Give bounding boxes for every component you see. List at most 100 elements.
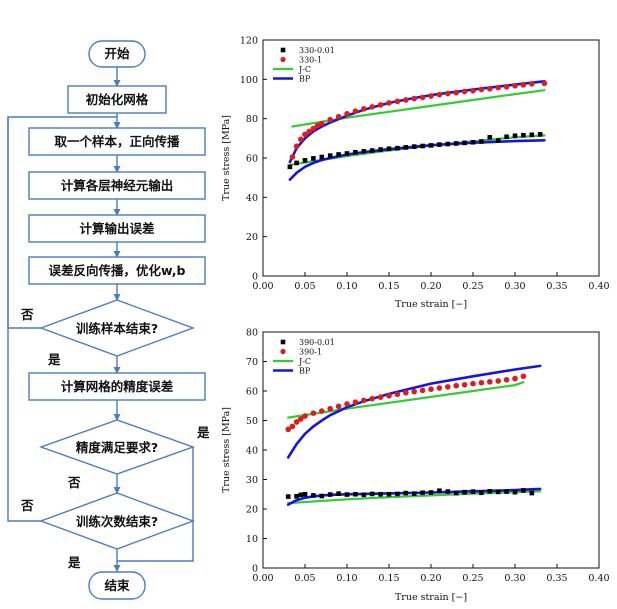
data-point-390-0.01 [336,491,341,496]
x-axis-ticks: 0.00 0.05 0.10 0.15 0.20 0.25 0.30 0.35 0.40 [252,564,610,584]
data-series [287,79,548,181]
data-point-330-0.01 [512,133,518,139]
precision-decision [38,419,196,475]
x-tick-label: 0.40 [588,573,609,584]
data-point-390-1 [512,375,518,382]
data-point-330-0.01 [395,145,400,151]
y-tick-label: 20 [246,232,258,243]
data-point-390-0.01 [285,494,291,499]
data-point-330-0.01 [344,151,350,156]
data-point-330-0.01 [336,152,341,157]
legend-label: J-C [298,65,311,74]
data-point-330-1 [310,125,317,132]
data-point-330-0.01 [495,138,501,143]
iterations-decision [38,492,196,550]
data-point-330-1 [377,102,384,108]
stress-strain-chart-330: 0.00 0.05 0.10 0.15 0.20 0.25 0.30 0.35 0.40 0 20… [221,36,610,311]
data-point-390-1 [285,426,291,433]
data-point-390-0.01 [428,490,434,495]
data-point-390-0.01 [411,491,417,496]
data-point-330-1 [335,113,342,120]
data-point-390-1 [487,379,493,385]
legend-label: J-C [298,357,311,366]
x-tick-label: 0.10 [336,573,357,584]
data-point-330-0.01 [287,164,293,170]
data-point-330-0.01 [487,135,493,140]
data-point-330-1 [495,84,502,91]
data-point-330-0.01 [479,139,484,144]
data-point-330-1 [411,95,417,102]
data-point-330-1 [461,88,468,95]
data-point-390-0.01 [521,488,526,493]
y-tick-label: 60 [246,154,258,165]
precision-label: 精度满足要求? [76,440,158,455]
data-point-330-1 [394,98,401,105]
data-point-390-0.01 [298,492,304,498]
series-line-j-c [291,89,546,128]
data-point-390-0.01 [327,492,333,497]
end-terminal [88,571,146,600]
y-tick-label: 0 [252,272,258,283]
yes-label-samples: 是 [47,352,61,367]
data-point-330-0.01 [327,153,333,158]
data-series [285,364,542,506]
data-point-390-1 [335,403,342,410]
data-point-330-1 [352,108,359,114]
data-point-330-1 [314,122,321,129]
init-grid-box [67,85,167,114]
data-point-390-0.01 [395,491,400,497]
data-point-330-1 [529,81,535,87]
data-point-330-0.01 [319,154,325,160]
data-point-330-0.01 [386,146,392,152]
data-point-330-1 [344,110,350,117]
data-point-330-0.01 [411,144,417,149]
samples-done-decision [38,299,196,357]
data-point-390-0.01 [420,490,425,496]
y-axis-title: True stress [MPa] [221,407,232,493]
x-tick-label: 0.30 [504,281,525,292]
data-point-390-1 [445,384,451,390]
data-point-390-0.01 [487,489,493,494]
data-point-390-0.01 [403,490,409,496]
samples-done-label: 训练样本结束? [76,321,158,336]
legend-label: 390-0.01 [299,338,335,347]
data-point-390-0.01 [378,491,383,497]
x-tick-label: 0.15 [378,573,399,584]
y-tick-label: 100 [240,75,258,86]
data-point-330-0.01 [369,148,375,153]
data-point-330-0.01 [378,147,383,152]
data-point-390-1 [319,408,325,414]
data-point-330-1 [436,91,443,98]
data-point-390-1 [377,394,384,400]
series-line-j-c [287,381,525,419]
x-tick-label: 0.35 [546,573,567,584]
data-point-330-1 [520,82,527,88]
x-tick-label: 0.30 [504,573,525,584]
x-tick-label: 0.35 [546,281,567,292]
data-point-330-0.01 [462,140,467,146]
data-point-330-0.01 [302,158,308,163]
loop-iterations-no [7,117,41,522]
data-point-390-1 [478,379,485,386]
data-point-330-1 [403,97,409,103]
x-tick-label: 0.25 [462,281,483,292]
backprop-label: 误差反向传播，优化w,b [49,263,186,278]
legend-marker [280,339,286,345]
data-point-330-1 [298,136,304,143]
data-point-330-1 [478,86,485,93]
data-point-390-1 [461,382,468,388]
data-point-390-0.01 [453,490,459,496]
data-point-330-1 [319,120,325,127]
y-tick-label: 40 [246,193,258,204]
output-error-box [28,214,206,243]
data-point-390-1 [310,410,317,416]
data-point-330-0.01 [403,145,409,150]
data-point-330-0.01 [445,141,451,147]
data-point-390-0.01 [529,490,535,496]
legend-label: 390-1 [299,348,322,357]
data-point-330-1 [445,90,451,97]
legend-label: 330-1 [299,56,322,65]
data-point-390-1 [470,380,476,387]
series-line-unlabeled [288,134,546,166]
end-label: 结束 [104,578,130,593]
